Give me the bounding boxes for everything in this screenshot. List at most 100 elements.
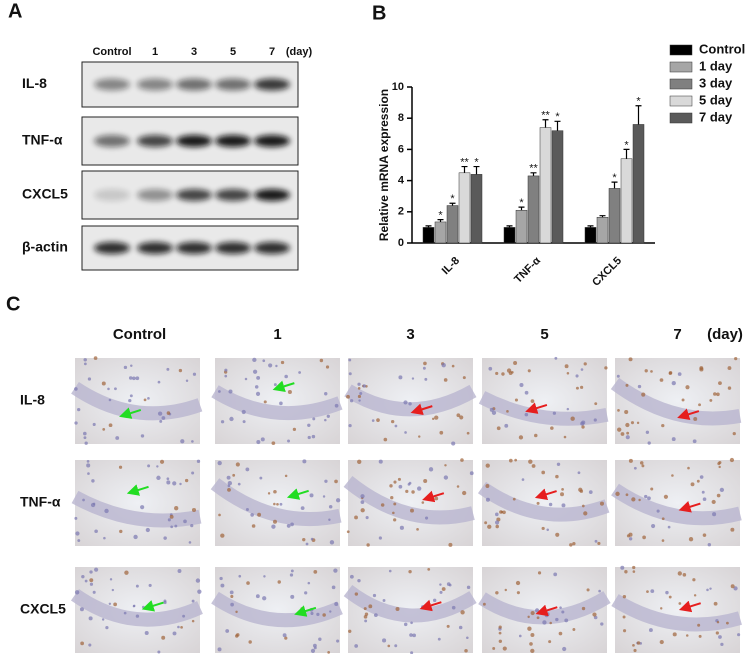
cell xyxy=(263,400,267,404)
cell xyxy=(190,524,194,528)
x-tick-label: TNF-α xyxy=(512,255,543,286)
cell xyxy=(418,435,421,438)
cell xyxy=(431,417,435,421)
cell xyxy=(252,369,258,374)
cell xyxy=(408,402,412,406)
cell xyxy=(548,640,552,644)
cell xyxy=(84,441,88,445)
row-label: TNF-α xyxy=(20,494,61,510)
column-label: 7 xyxy=(673,326,681,343)
cell xyxy=(625,493,629,497)
cell xyxy=(580,368,584,371)
error-bar xyxy=(518,206,525,211)
cell xyxy=(174,524,178,528)
significance-label: * xyxy=(438,210,443,222)
cell xyxy=(398,375,403,380)
cell xyxy=(716,392,720,397)
cell xyxy=(130,364,133,368)
cell xyxy=(534,433,538,438)
cell xyxy=(135,614,140,618)
cell xyxy=(161,416,166,420)
cell xyxy=(699,366,704,370)
significance-label: * xyxy=(624,139,629,151)
blot-band xyxy=(176,189,212,201)
cell xyxy=(707,542,712,547)
cell xyxy=(632,570,636,573)
row-label: IL-8 xyxy=(22,75,47,91)
cell xyxy=(157,411,163,416)
cell xyxy=(260,437,265,442)
cell xyxy=(169,514,174,519)
cell xyxy=(395,607,400,611)
blot-band xyxy=(215,135,251,147)
cell xyxy=(114,387,117,391)
cell xyxy=(360,500,365,504)
cell xyxy=(220,533,225,538)
cell xyxy=(380,503,385,507)
cell xyxy=(144,630,149,635)
cell xyxy=(218,390,221,393)
cell xyxy=(128,376,133,380)
cell xyxy=(230,594,234,599)
bar xyxy=(596,217,609,244)
cell xyxy=(382,599,386,602)
cell xyxy=(94,567,99,572)
legend-swatch xyxy=(669,44,693,56)
cell xyxy=(326,414,330,418)
cell xyxy=(536,501,540,505)
cell xyxy=(378,536,383,540)
row-label: CXCL5 xyxy=(20,601,66,617)
cell xyxy=(282,633,287,638)
blot-band xyxy=(215,242,251,254)
cell xyxy=(349,574,354,579)
cell xyxy=(279,401,283,406)
cell xyxy=(157,650,161,654)
cell xyxy=(459,415,464,420)
cell xyxy=(366,543,370,547)
panel-label: B xyxy=(372,2,386,24)
cell xyxy=(277,580,281,584)
cell xyxy=(354,515,358,520)
cell xyxy=(668,595,672,599)
cell xyxy=(519,383,524,388)
cell xyxy=(693,594,697,597)
cell xyxy=(687,466,690,470)
blot-band xyxy=(254,78,290,91)
lane-label: Control xyxy=(92,46,131,58)
cell xyxy=(516,591,520,595)
cell xyxy=(671,437,676,442)
error-bar xyxy=(599,215,606,218)
cell xyxy=(496,426,501,431)
cell xyxy=(650,487,654,491)
cell xyxy=(229,416,234,422)
cell xyxy=(527,369,531,373)
cell xyxy=(170,525,173,529)
cell xyxy=(594,539,598,543)
cell xyxy=(524,412,529,417)
cell xyxy=(702,497,707,502)
cell xyxy=(228,389,233,394)
cell xyxy=(677,372,682,376)
blot-band xyxy=(176,242,212,254)
cell xyxy=(441,587,446,591)
cell xyxy=(313,569,318,574)
cell xyxy=(460,458,464,462)
cell xyxy=(663,494,669,499)
cell xyxy=(492,647,496,650)
cell xyxy=(639,461,644,465)
cell xyxy=(245,507,249,511)
ihc-grid: Control 1 3 5 7 (day) IL-8 TNF-α CXCL5 xyxy=(20,326,743,654)
cell xyxy=(625,383,629,387)
cell xyxy=(365,516,369,520)
significance-label: * xyxy=(612,172,617,184)
cell xyxy=(701,490,705,494)
cell xyxy=(284,474,288,478)
cell xyxy=(195,578,201,583)
cell xyxy=(167,518,171,522)
cell xyxy=(515,580,521,586)
cell xyxy=(334,601,339,607)
cell xyxy=(329,540,335,545)
cell xyxy=(392,511,395,515)
cell xyxy=(546,528,549,532)
cell xyxy=(410,508,414,513)
